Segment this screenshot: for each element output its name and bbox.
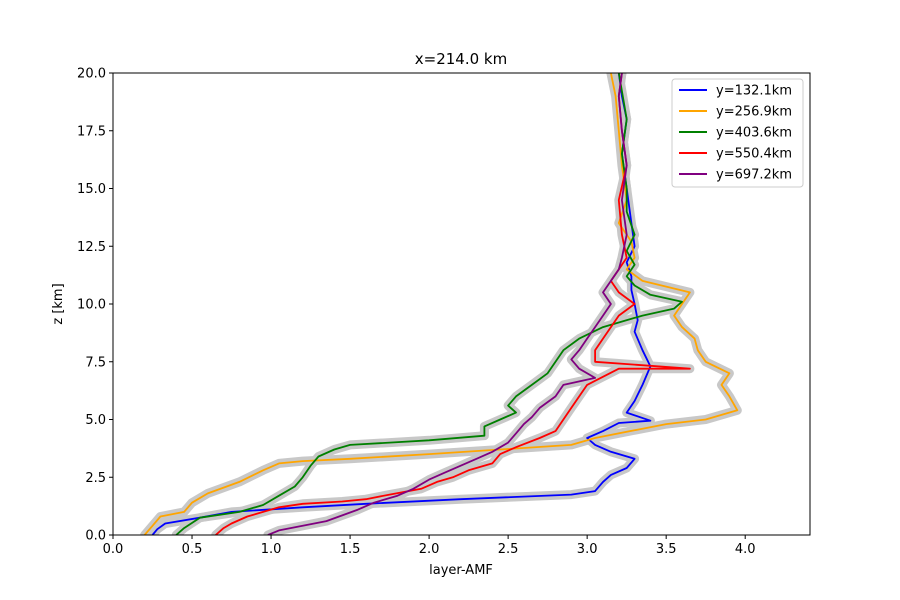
- y-axis: 0.0 2.5 5.0 7.5 10.0 12.5 15.0 17.5 20.0: [77, 67, 113, 544]
- y-tick-label: 15.0: [77, 182, 106, 197]
- legend: y=132.1km y=256.9km y=403.6km y=550.4km y=69…: [671, 78, 804, 188]
- x-tick-label: 0.5: [182, 542, 203, 557]
- series-line-3: [175, 73, 683, 535]
- legend-label: y=256.9km: [716, 105, 792, 120]
- x-tick-label: 0.0: [103, 542, 124, 557]
- legend-label: y=697.2km: [716, 168, 792, 183]
- chart-title: x=214.0 km: [415, 50, 507, 68]
- y-tick-label: 17.5: [77, 124, 106, 139]
- x-tick-label: 3.0: [577, 542, 598, 557]
- series-line-5: [267, 73, 628, 535]
- legend-label: y=132.1km: [716, 84, 792, 99]
- x-tick-label: 1.0: [261, 542, 282, 557]
- y-tick-label: 20.0: [77, 67, 106, 82]
- x-axis-label: layer-AMF: [429, 563, 493, 578]
- x-tick-label: 1.5: [340, 542, 361, 557]
- y-tick-label: 7.5: [85, 355, 106, 370]
- y-tick-label: 5.0: [85, 413, 106, 428]
- y-tick-label: 10.0: [77, 298, 106, 313]
- x-tick-label: 2.5: [498, 542, 519, 557]
- legend-label: y=403.6km: [716, 126, 792, 141]
- y-tick-label: 12.5: [77, 240, 106, 255]
- x-tick-label: 3.5: [656, 542, 677, 557]
- series-line-2: [143, 73, 739, 535]
- x-axis: 0.0 0.5 1.0 1.5 2.0 2.5 3.0 3.5 4.0: [103, 535, 756, 557]
- x-tick-label: 4.0: [735, 542, 756, 557]
- legend-box: [671, 78, 804, 188]
- y-tick-label: 0.0: [85, 529, 106, 544]
- y-axis-label: z [km]: [51, 283, 66, 324]
- y-tick-label: 2.5: [85, 471, 106, 486]
- series-lines: [143, 73, 739, 535]
- x-tick-label: 2.0: [419, 542, 440, 557]
- legend-label: y=550.4km: [716, 147, 792, 162]
- series-line-4: [215, 73, 691, 535]
